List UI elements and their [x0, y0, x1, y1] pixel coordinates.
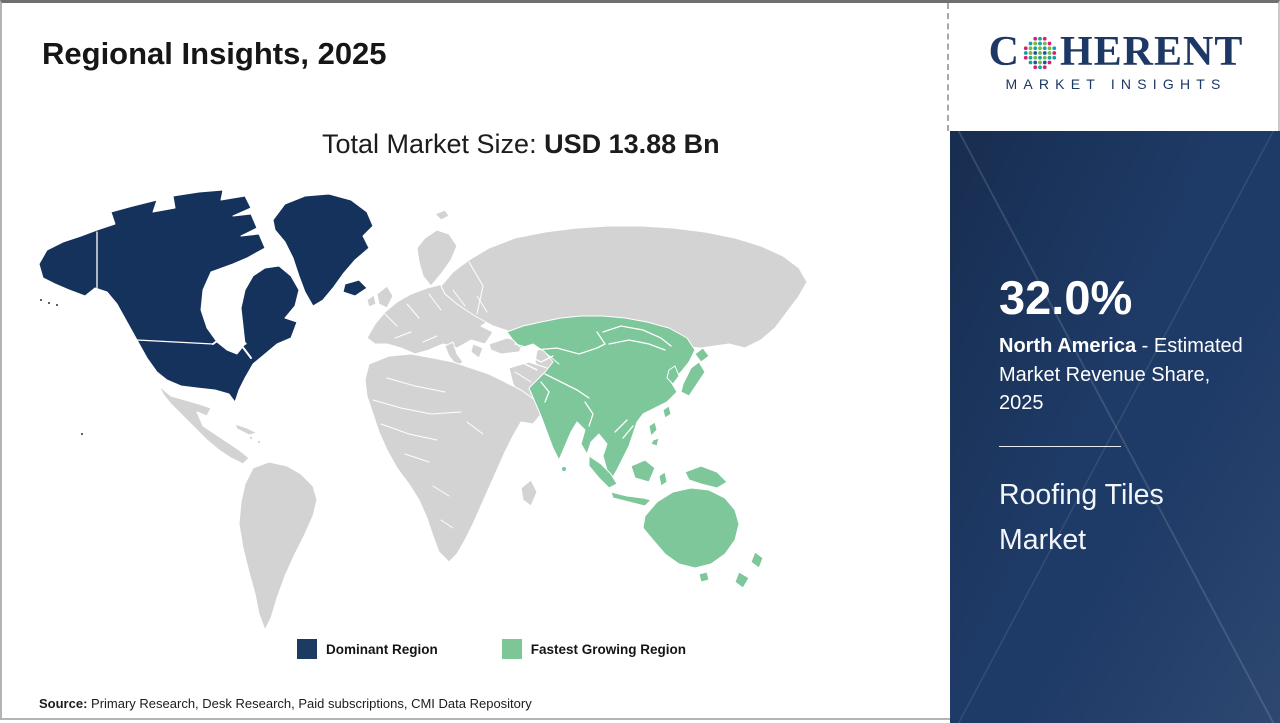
map-legend: Dominant Region Fastest Growing Region — [297, 639, 686, 659]
dashed-divider — [947, 3, 949, 131]
share-region: North America — [999, 335, 1137, 358]
total-market-size: Total Market Size: USD 13.88 Bn — [322, 129, 720, 160]
source-text: Primary Research, Desk Research, Paid su… — [87, 696, 532, 711]
great-lakes — [215, 334, 247, 348]
share-value: 32.0% — [999, 271, 1133, 324]
logo-text-start: C — [988, 29, 1020, 75]
source-note: Source: Primary Research, Desk Research,… — [39, 696, 532, 711]
map-internal-borders — [96, 231, 672, 529]
fastest-growing-region-swatch — [501, 639, 522, 659]
globe-icon — [1023, 36, 1057, 70]
logo-subtitle: MARKET INSIGHTS — [1005, 76, 1227, 92]
report-title: Roofing Tiles Market — [999, 478, 1164, 557]
logo-text-end: HERENT — [1059, 29, 1244, 75]
sidebar-watermark — [950, 131, 1280, 723]
sidebar-divider — [999, 445, 1121, 447]
world-map — [38, 189, 808, 628]
sidebar-texture-lines — [950, 131, 1280, 723]
legend-item-dominant: Dominant Region — [297, 639, 438, 659]
dominant-region-swatch — [297, 639, 317, 659]
stats-sidebar: 32.0% North America - Estimated Market R… — [950, 131, 1280, 723]
total-market-size-value: USD 13.88 Bn — [544, 129, 720, 159]
share-description: North America - Estimated Market Revenue… — [999, 335, 1243, 415]
map-fastest-growing-region — [506, 315, 764, 589]
total-market-size-label: Total Market Size: — [322, 129, 545, 159]
legend-item-fastest-growing: Fastest Growing Region — [501, 639, 687, 659]
fastest-growing-region-label: Fastest Growing Region — [530, 641, 687, 657]
page-title: Regional Insights, 2025 — [42, 36, 387, 71]
company-logo: C HERENT MARKET INSIGHTS — [968, 31, 1264, 92]
dominant-region-label: Dominant Region — [326, 641, 438, 657]
map-dominant-region — [38, 189, 374, 436]
source-label: Source: — [39, 696, 88, 711]
map-other-regions — [158, 209, 808, 628]
